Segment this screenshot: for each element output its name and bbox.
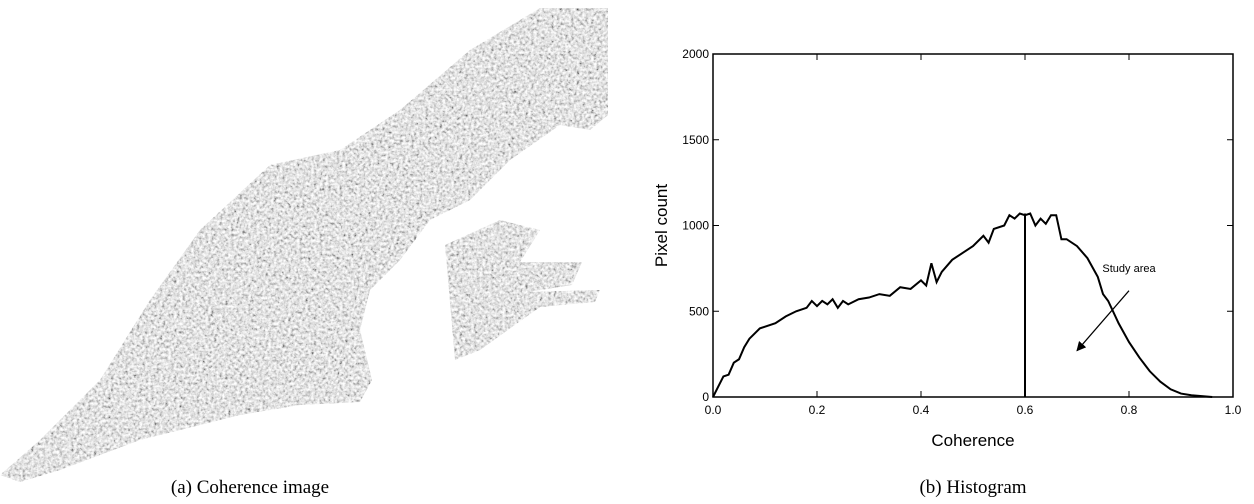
x-tick-label: 0.6 [1017,403,1034,417]
x-axis-label: Coherence [931,431,1014,450]
y-axis-label: Pixel count [652,184,671,267]
annotation-arrow [1077,291,1129,351]
x-tick-label: 0.0 [705,403,722,417]
y-tick-label: 500 [689,304,709,318]
coherence-image [0,8,608,482]
y-tick-label: 0 [702,390,709,404]
x-tick-label: 0.2 [809,403,826,417]
x-tick-label: 0.4 [913,403,930,417]
plot-frame [713,54,1233,397]
y-tick-label: 1000 [682,219,709,233]
figure: (a) Coherence image (b) Histogram 0 500 10… [0,0,1254,504]
y-tick-label: 1500 [682,133,709,147]
x-tick-label: 1.0 [1225,403,1242,417]
histogram-line [713,213,1212,397]
y-tick-label: 2000 [682,47,709,61]
x-tick-label: 0.8 [1121,403,1138,417]
histogram: 0 500 1000 1500 2000 0.0 0.2 0.4 0.6 0.8 1.0 Cohere… [652,47,1242,450]
caption: (a) Coherence image [171,477,329,498]
caption: (b) Histogram [919,477,1026,498]
annotation: Study area [1102,263,1156,275]
